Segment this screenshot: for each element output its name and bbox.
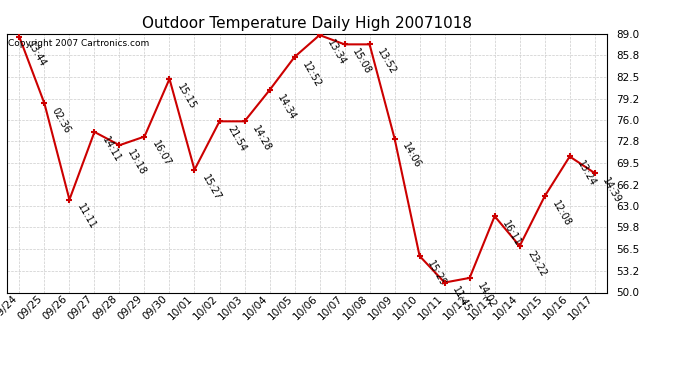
Text: 13:52: 13:52	[375, 47, 398, 76]
Text: 16:07: 16:07	[150, 140, 172, 168]
Text: 14:28: 14:28	[250, 124, 273, 153]
Text: 12:08: 12:08	[550, 199, 573, 228]
Text: 11:45: 11:45	[450, 285, 473, 315]
Text: 11:11: 11:11	[75, 202, 97, 231]
Text: 14:06: 14:06	[400, 141, 423, 170]
Text: 15:08: 15:08	[350, 47, 373, 76]
Text: 13:24: 13:24	[575, 159, 598, 188]
Text: 16:11: 16:11	[500, 219, 523, 248]
Title: Outdoor Temperature Daily High 20071018: Outdoor Temperature Daily High 20071018	[142, 16, 472, 31]
Text: 21:54: 21:54	[225, 124, 248, 153]
Text: 15:15: 15:15	[175, 82, 198, 111]
Text: 14:39: 14:39	[600, 176, 623, 205]
Text: 12:52: 12:52	[300, 60, 323, 89]
Text: 02:36: 02:36	[50, 106, 72, 135]
Text: 23:22: 23:22	[525, 249, 548, 278]
Text: 14:34: 14:34	[275, 93, 297, 122]
Text: 15:29: 15:29	[425, 259, 448, 288]
Text: 14:02: 14:02	[475, 280, 497, 310]
Text: 13:44: 13:44	[25, 40, 48, 69]
Text: 14:11: 14:11	[100, 135, 123, 164]
Text: 13:18: 13:18	[125, 148, 148, 177]
Text: Copyright 2007 Cartronics.com: Copyright 2007 Cartronics.com	[8, 39, 149, 48]
Text: 13:34: 13:34	[325, 38, 348, 67]
Text: 15:27: 15:27	[200, 172, 223, 202]
